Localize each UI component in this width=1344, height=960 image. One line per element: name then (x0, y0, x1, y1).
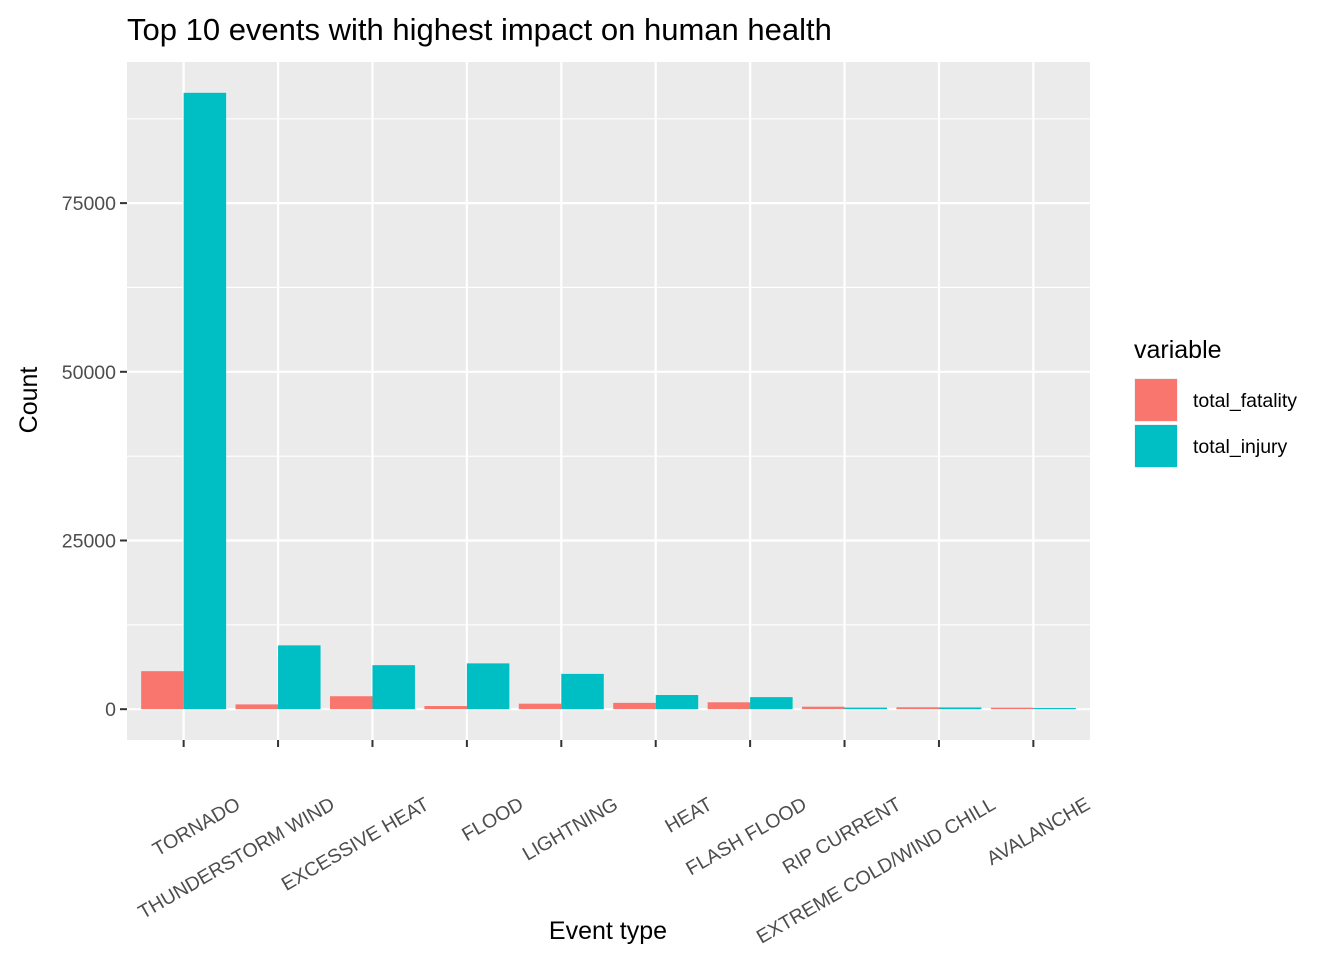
bar-total_fatality-8 (896, 707, 939, 710)
bar-total_injury-3 (466, 663, 510, 710)
bar-total_injury-5 (655, 695, 699, 710)
legend-label: total_injury (1193, 436, 1288, 458)
bar-total_fatality-1 (235, 704, 279, 710)
plot-panel (127, 62, 1090, 740)
legend-title: variable (1134, 336, 1222, 364)
bar-total_fatality-3 (424, 706, 467, 710)
legend: variable total_fatality total_injury (1134, 336, 1297, 468)
y-tick-label: 25000 (62, 530, 116, 552)
bar-total_injury-4 (561, 673, 604, 710)
bar-total_fatality-6 (707, 702, 751, 710)
bar-total_fatality-9 (990, 707, 1034, 710)
y-axis-title: Count (15, 367, 43, 434)
legend-key-total_injury (1135, 425, 1177, 467)
y-axis: 0 25000 50000 75000 (62, 193, 127, 721)
legend-key-total_fatality (1135, 379, 1177, 421)
bar-total_injury-7 (844, 707, 888, 710)
bar-total_injury-0 (183, 92, 227, 710)
panel-background (127, 62, 1090, 740)
bar-total_fatality-5 (613, 702, 656, 710)
bar-total_injury-1 (278, 645, 321, 710)
y-tick-label: 0 (105, 699, 116, 721)
y-tick-label: 75000 (62, 193, 116, 215)
bar-total_fatality-2 (329, 696, 373, 710)
x-axis-title: Event type (549, 917, 667, 945)
bar-total_injury-9 (1033, 708, 1076, 710)
bar-total_fatality-4 (518, 703, 562, 710)
chart-title: Top 10 events with highest impact on hum… (127, 12, 832, 47)
legend-label: total_fatality (1193, 390, 1297, 412)
bar-total_injury-6 (750, 697, 793, 710)
y-tick-label: 50000 (62, 362, 116, 384)
bar-total_injury-8 (938, 707, 982, 710)
bar-total_injury-2 (372, 665, 415, 710)
bar-total_fatality-0 (141, 671, 184, 710)
bar-total_fatality-7 (802, 706, 845, 710)
